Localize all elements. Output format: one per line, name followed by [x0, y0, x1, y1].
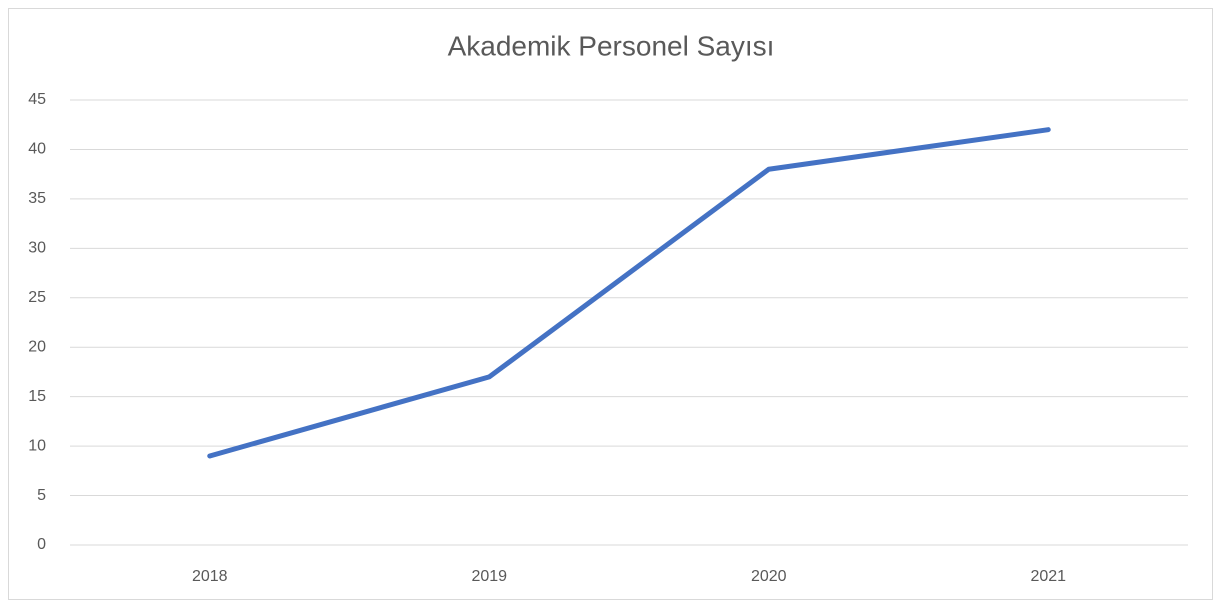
y-tick-label: 25 — [28, 289, 46, 306]
y-tick-label: 10 — [28, 437, 46, 454]
x-tick-label: 2019 — [471, 568, 507, 585]
x-tick-label: 2018 — [192, 568, 228, 585]
line-series — [207, 127, 1051, 459]
y-tick-label: 45 — [28, 91, 46, 108]
y-tick-label: 0 — [37, 536, 46, 553]
x-tick-label: 2021 — [1030, 568, 1066, 585]
x-tick-label: 2020 — [751, 568, 787, 585]
chart-border — [8, 8, 1213, 600]
y-tick-label: 5 — [37, 487, 46, 504]
y-tick-label: 30 — [28, 240, 46, 257]
y-tick-label: 40 — [28, 141, 46, 158]
y-tick-label: 20 — [28, 338, 46, 355]
y-tick-label: 15 — [28, 388, 46, 405]
y-tick-label: 35 — [28, 190, 46, 207]
chart-title: Akademik Personel Sayısı — [448, 30, 775, 61]
